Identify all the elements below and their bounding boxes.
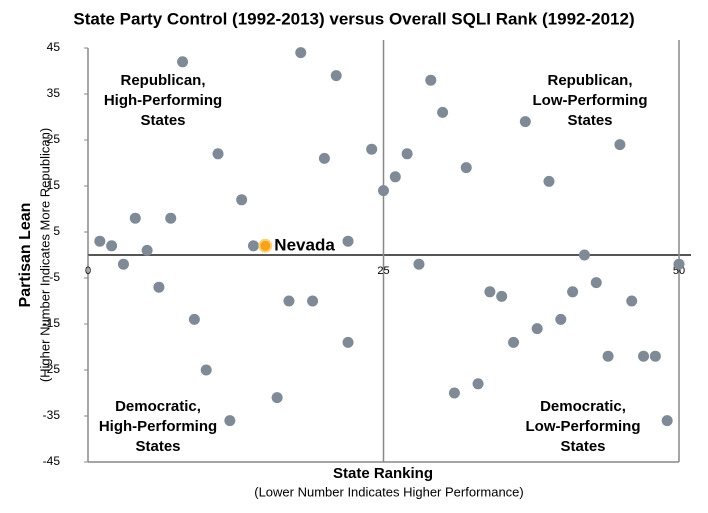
quadrant-label: States bbox=[135, 438, 180, 455]
x-axis-subtitle: (Lower Number Indicates Higher Performan… bbox=[254, 484, 524, 499]
point bbox=[366, 143, 378, 155]
point bbox=[531, 323, 543, 335]
chart-title: State Party Control (1992-2013) versus O… bbox=[73, 9, 634, 28]
point bbox=[177, 56, 189, 68]
y-axis-title: Partisan Lean bbox=[17, 203, 34, 308]
quadrant-label: States bbox=[567, 112, 612, 129]
point bbox=[165, 212, 177, 224]
point bbox=[661, 415, 673, 427]
quadrant-label: States bbox=[140, 112, 185, 129]
point bbox=[519, 116, 531, 128]
point bbox=[330, 70, 342, 82]
quadrant-label: High-Performing bbox=[104, 92, 222, 109]
point bbox=[153, 281, 165, 293]
y-tick-label: 5 bbox=[53, 224, 60, 238]
point bbox=[342, 336, 354, 348]
point bbox=[626, 295, 638, 307]
quadrant-label: Low-Performing bbox=[526, 418, 641, 435]
point bbox=[638, 350, 650, 362]
point bbox=[271, 392, 283, 404]
quadrant-label: High-Performing bbox=[99, 418, 217, 435]
point bbox=[590, 277, 602, 289]
point bbox=[295, 47, 307, 59]
point bbox=[484, 286, 496, 298]
x-tick-label: 25 bbox=[377, 265, 389, 277]
point bbox=[448, 387, 460, 399]
quadrant-label: Democratic, bbox=[540, 398, 626, 415]
x-axis-title: State Ranking bbox=[333, 465, 433, 482]
point bbox=[117, 258, 129, 270]
point bbox=[673, 258, 685, 270]
point bbox=[247, 240, 259, 252]
point bbox=[283, 295, 295, 307]
point bbox=[413, 258, 425, 270]
y-tick-label: 45 bbox=[47, 40, 61, 54]
point bbox=[437, 106, 449, 118]
point bbox=[318, 152, 330, 164]
point bbox=[614, 139, 626, 151]
quadrant-label: Democratic, bbox=[115, 398, 201, 415]
quadrant-label: Republican, bbox=[547, 72, 632, 89]
y-tick-label: -25 bbox=[43, 362, 61, 376]
point bbox=[555, 313, 567, 325]
point bbox=[236, 194, 248, 206]
point bbox=[508, 336, 520, 348]
point bbox=[425, 74, 437, 86]
point bbox=[378, 185, 389, 197]
point bbox=[401, 148, 413, 160]
point bbox=[129, 212, 141, 224]
point bbox=[496, 290, 508, 302]
point bbox=[342, 235, 354, 247]
y-tick-label: 25 bbox=[47, 132, 61, 146]
y-tick-label: 35 bbox=[47, 86, 61, 100]
point bbox=[106, 240, 118, 252]
point bbox=[460, 162, 472, 174]
y-tick-label: 15 bbox=[47, 178, 61, 192]
point bbox=[649, 350, 661, 362]
quadrant-label: Low-Performing bbox=[533, 92, 648, 109]
point bbox=[389, 171, 401, 183]
y-tick-label: -45 bbox=[43, 454, 61, 468]
point bbox=[567, 286, 579, 298]
point bbox=[224, 415, 236, 427]
y-axis-subtitle: (Higher Number Indicates More Republican… bbox=[37, 128, 52, 382]
point bbox=[188, 313, 200, 325]
point bbox=[578, 249, 590, 261]
x-tick-label: 0 bbox=[85, 265, 91, 277]
point bbox=[307, 295, 319, 307]
point bbox=[472, 378, 484, 390]
point bbox=[602, 350, 614, 362]
point bbox=[94, 235, 106, 247]
y-tick-label: -15 bbox=[43, 316, 61, 330]
y-tick-label: -35 bbox=[43, 408, 61, 422]
point bbox=[200, 364, 212, 376]
point bbox=[141, 244, 153, 256]
point bbox=[543, 175, 555, 187]
y-tick-label: -5 bbox=[49, 270, 60, 284]
point bbox=[212, 148, 224, 160]
quadrant-label: States bbox=[560, 438, 605, 455]
quadrant-label: Republican, bbox=[120, 72, 205, 89]
highlight-point bbox=[258, 238, 273, 253]
highlight-label: Nevada bbox=[274, 235, 335, 254]
